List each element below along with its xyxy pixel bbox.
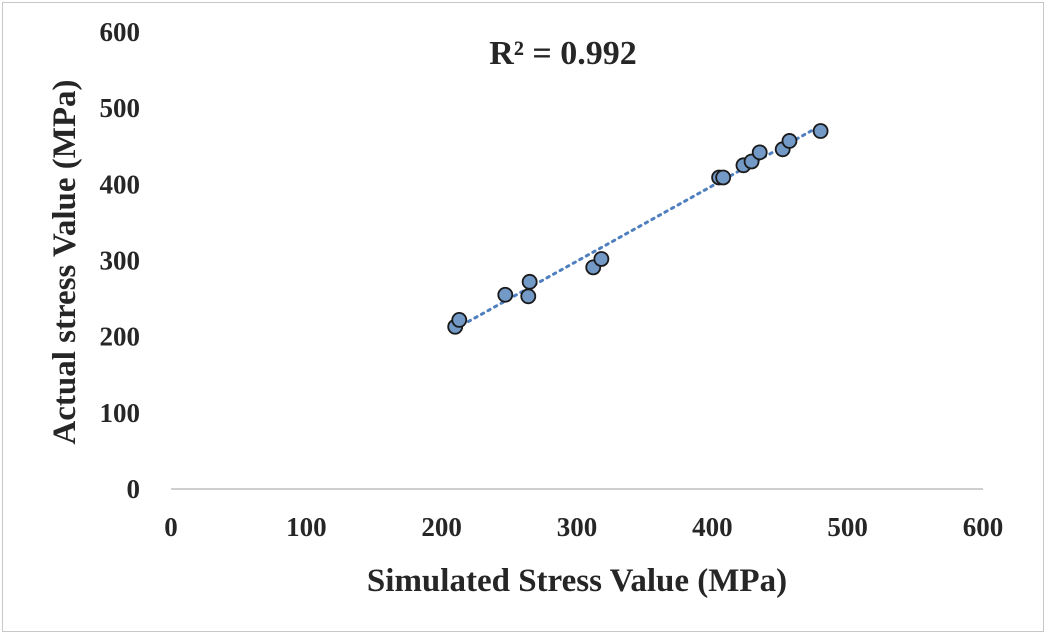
- x-tick-label: 200: [421, 512, 462, 542]
- data-point: [781, 133, 798, 149]
- x-tick-label: 0: [164, 512, 178, 542]
- data-point: [751, 144, 768, 161]
- x-tick-label: 400: [692, 512, 733, 542]
- data-point: [521, 273, 538, 290]
- y-tick-label: 600: [100, 17, 141, 47]
- x-tick-label: 300: [557, 512, 598, 542]
- x-tick-label: 500: [827, 512, 868, 542]
- y-tick-label: 200: [100, 322, 141, 352]
- x-tick-label: 100: [286, 512, 327, 542]
- x-axis-label: Simulated Stress Value (MPa): [367, 563, 787, 599]
- x-tick-label: 600: [963, 512, 1004, 542]
- y-tick-label: 0: [127, 474, 141, 504]
- y-tick-label: 100: [100, 398, 141, 428]
- y-tick-label: 400: [100, 169, 141, 199]
- data-point: [451, 312, 468, 328]
- y-tick-label: 500: [100, 93, 141, 123]
- r-squared-annotation: R² = 0.992: [489, 35, 637, 72]
- data-point: [520, 288, 537, 305]
- y-tick-label: 300: [100, 246, 141, 276]
- data-point: [812, 123, 829, 139]
- data-point: [715, 169, 732, 186]
- data-point: [497, 286, 514, 303]
- data-point: [593, 251, 610, 267]
- y-axis-label: Actual stress Value (MPa): [47, 79, 83, 444]
